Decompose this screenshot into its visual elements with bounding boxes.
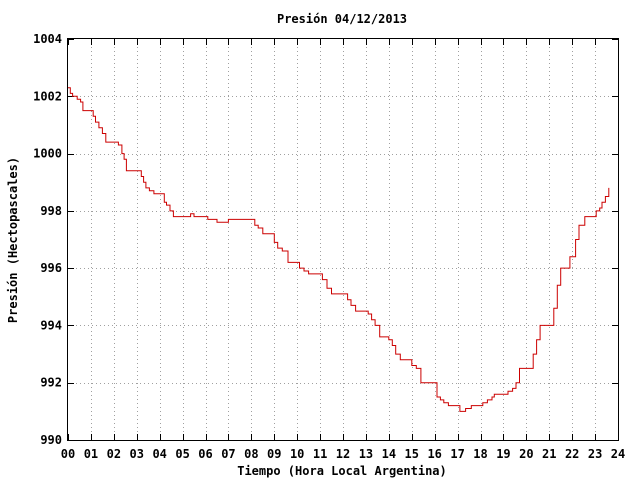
x-tick-label: 13 [359,447,373,461]
x-tick-label: 09 [267,447,281,461]
chart-title: Presión 04/12/2013 [277,12,407,26]
x-tick-label: 10 [290,447,304,461]
x-tick-label: 22 [565,447,579,461]
x-tick-label: 23 [588,447,602,461]
x-tick-label: 17 [450,447,464,461]
x-tick-label: 05 [175,447,189,461]
x-tick-label: 02 [107,447,121,461]
x-tick-label: 24 [611,447,625,461]
x-axis-ticks: 00 01 02 03 04 05 06 07 08 09 10 11 12 13 14 15 16 17 18 19… [61,39,625,461]
plot-frame [67,38,619,441]
y-tick-label: 998 [40,204,62,218]
y-tick-label: 996 [40,261,62,275]
x-axis-label: Tiempo (Hora Local Argentina) [237,464,447,478]
x-tick-label: 06 [198,447,212,461]
x-tick-label: 14 [382,447,396,461]
y-tick-label: 1004 [33,32,62,46]
x-tick-label: 16 [427,447,441,461]
x-tick-label: 04 [152,447,166,461]
x-tick-label: 19 [496,447,510,461]
y-tick-label: 1002 [33,89,62,103]
x-tick-label: 18 [473,447,487,461]
x-tick-label: 20 [519,447,533,461]
y-axis-ticks: 990 992 994 996 998 1000 1002 1004 [33,32,618,447]
y-axis-label: Presión (Hectopascales) [6,157,20,323]
y-tick-label: 990 [40,433,62,447]
x-tick-label: 00 [61,447,75,461]
x-tick-label: 07 [221,447,235,461]
pressure-series-line [68,87,610,412]
x-tick-label: 21 [542,447,556,461]
grid-lines [68,39,618,440]
y-tick-label: 1000 [33,147,62,161]
x-tick-label: 03 [130,447,144,461]
y-tick-label: 994 [40,318,62,332]
x-tick-label: 12 [336,447,350,461]
x-tick-label: 15 [405,447,419,461]
x-tick-label: 08 [244,447,258,461]
x-tick-label: 11 [313,447,327,461]
x-tick-label: 01 [84,447,98,461]
y-tick-label: 992 [40,376,62,390]
